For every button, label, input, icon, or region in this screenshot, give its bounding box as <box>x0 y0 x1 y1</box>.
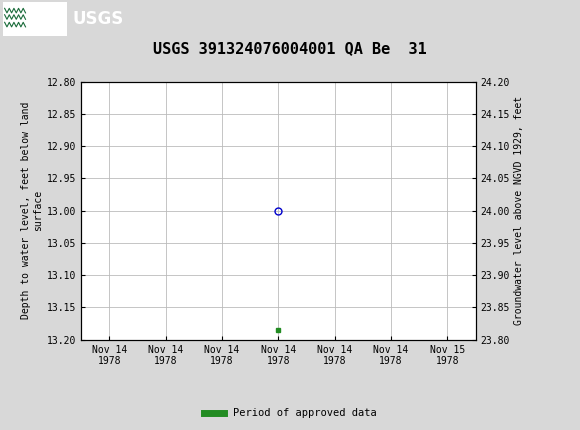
Text: USGS: USGS <box>72 10 124 28</box>
Text: USGS 391324076004001 QA Be  31: USGS 391324076004001 QA Be 31 <box>153 41 427 56</box>
Y-axis label: Groundwater level above NGVD 1929, feet: Groundwater level above NGVD 1929, feet <box>514 96 524 325</box>
FancyBboxPatch shape <box>3 2 67 36</box>
Legend: Period of approved data: Period of approved data <box>200 404 380 423</box>
Y-axis label: Depth to water level, feet below land
surface: Depth to water level, feet below land su… <box>21 102 43 319</box>
